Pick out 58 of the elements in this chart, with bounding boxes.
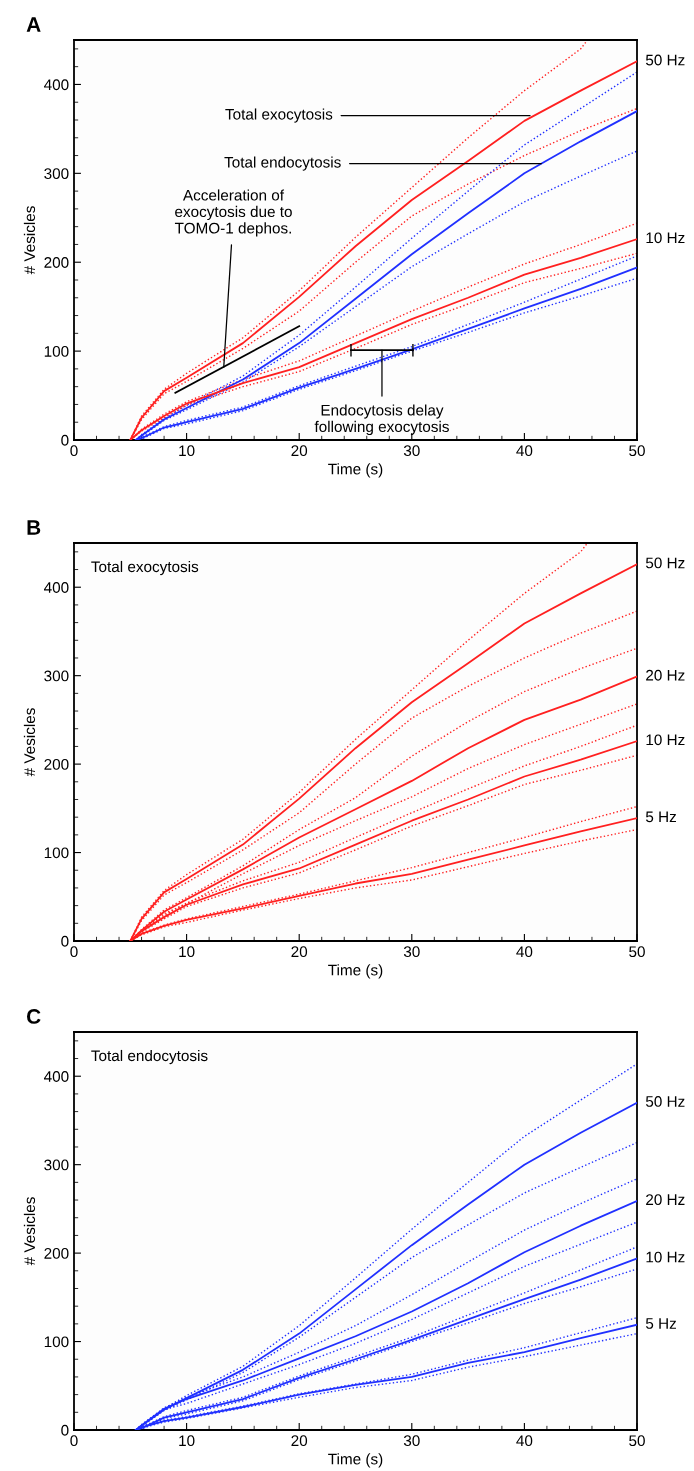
y-tick-label: 100	[44, 345, 69, 357]
chart-title: B	[27, 520, 41, 535]
x-axis-title: Time (s)	[328, 463, 383, 478]
x-tick-label: 40	[516, 946, 533, 958]
series-label: 50 Hz	[645, 54, 685, 66]
series-label: 10 Hz	[646, 232, 685, 244]
x-tick-label: 20	[291, 1435, 308, 1447]
y-tick-label: 0	[61, 935, 69, 947]
x-tick-label: 0	[70, 946, 78, 958]
annotation: Total exocytosis	[225, 108, 333, 123]
x-tick-label: 10	[179, 445, 195, 457]
annotation: Endocytosis delay following exocytosis	[314, 404, 449, 436]
y-tick-label: 400	[44, 79, 69, 91]
chart-title: C	[27, 1009, 41, 1024]
series-label: 5 Hz	[645, 811, 676, 823]
annotation: Acceleration of exocytosis due to TOMO-1 dephos.	[174, 189, 292, 237]
y-tick-label: 300	[44, 168, 69, 180]
y-tick-label: 0	[61, 434, 69, 446]
series-label: 5 Hz	[645, 1318, 676, 1329]
y-axis-title: # Vesicles	[23, 206, 36, 275]
x-tick-label: 10	[179, 1435, 195, 1447]
x-tick-label: 10	[179, 946, 195, 958]
x-tick-label: 40	[516, 1435, 533, 1447]
x-tick-label: 40	[516, 445, 533, 457]
chart-title: A	[26, 17, 41, 32]
x-tick-label: 50	[629, 445, 645, 457]
x-tick-label: 50	[629, 1435, 645, 1447]
y-tick-label: 100	[44, 847, 69, 859]
x-tick-label: 50	[629, 946, 645, 958]
series-label: 20 Hz	[646, 1194, 685, 1206]
y-tick-label: 300	[44, 1159, 69, 1171]
y-tick-label: 400	[44, 582, 69, 593]
series-label: 50 Hz	[645, 1096, 685, 1107]
y-tick-label: 0	[61, 1424, 69, 1436]
y-tick-label: 200	[44, 1247, 69, 1259]
x-tick-label: 0	[70, 445, 78, 457]
x-tick-label: 0	[70, 1435, 78, 1447]
annotation: Total endocytosis	[91, 1049, 208, 1065]
x-tick-label: 20	[291, 946, 308, 958]
annotation: Total exocytosis	[91, 560, 199, 576]
series-label: 10 Hz	[646, 1251, 685, 1263]
y-tick-label: 100	[44, 1336, 69, 1348]
annotation: Total endocytosis	[224, 156, 341, 171]
x-axis-title: Time (s)	[328, 1453, 383, 1468]
y-axis-title: # Vesicles	[23, 1197, 36, 1266]
x-tick-label: 30	[403, 445, 420, 457]
series-label: 10 Hz	[646, 734, 685, 746]
x-tick-label: 30	[403, 1435, 420, 1447]
y-axis-title: # Vesicles	[23, 708, 36, 777]
series-label: 20 Hz	[646, 669, 685, 681]
y-tick-label: 300	[44, 670, 69, 682]
y-tick-label: 400	[44, 1071, 69, 1082]
y-tick-label: 200	[44, 758, 69, 770]
x-tick-label: 20	[291, 445, 308, 457]
x-axis-title: Time (s)	[328, 964, 383, 979]
series-label: 50 Hz	[645, 557, 685, 569]
y-tick-label: 200	[44, 257, 69, 268]
x-tick-label: 30	[403, 946, 420, 958]
